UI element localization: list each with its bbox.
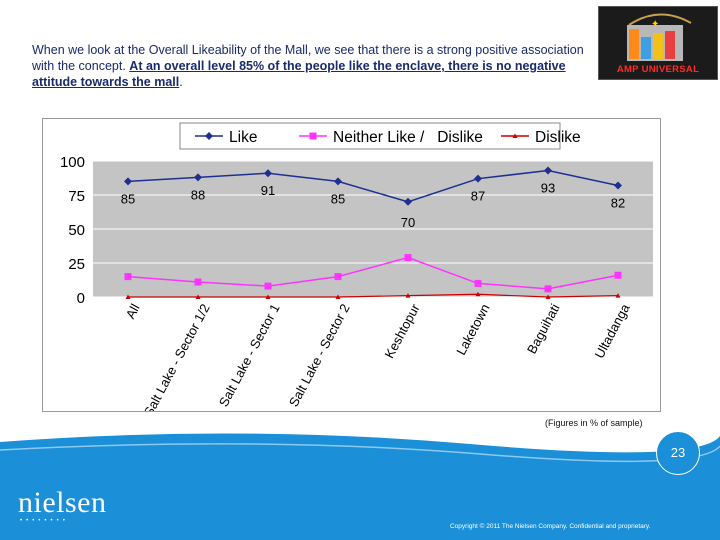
like-point [474,174,482,183]
dislike-point [125,294,131,299]
dislike-point [475,291,481,297]
neither-point [544,285,552,293]
neither-point [264,282,272,290]
dislike-point [545,294,551,299]
x-tick-label: Salt Lake - Sector 1/2 [141,301,213,411]
legend-label: Like [229,129,257,146]
y-tick-label: 100 [60,154,85,171]
chart-legend: Like Neither Like / Dislike Dislike [179,122,581,150]
legend-marker [512,133,518,138]
neither-point [404,254,412,262]
svg-text:✦: ✦ [651,19,659,30]
neither-point [194,278,202,286]
logo-text: AMP UNIVERSAL [616,64,700,75]
y-tick-label: 25 [68,256,85,273]
neither-point [474,279,482,287]
data-label: 88 [191,187,205,202]
x-tick-label: Laketown [453,301,492,357]
x-tick-label: Baguihati [524,301,563,356]
nielsen-logo: nielsen [18,486,107,519]
dislike-point [195,294,201,299]
data-label: 85 [331,191,345,206]
data-label: 85 [121,191,135,206]
dislike-series-line [128,293,619,298]
neither-point [614,271,622,279]
dislike-point [615,293,621,298]
copyright-text: Copyright © 2011 The Nielsen Company. Co… [450,523,651,530]
y-tick-label: 50 [68,222,85,239]
intro-text: When we look at the Overall Likeability … [32,43,584,73]
x-tick-label: All [123,301,143,321]
dislike-point [405,293,411,298]
like-point [264,169,272,178]
chart-series: 85 88 91 85 70 87 93 82 [121,166,625,299]
chart-canvas: Like Neither Like / Dislike Dislike 100 75 5… [60,122,653,419]
x-tick-label: Salt Lake - Sector 1 [216,301,283,409]
data-label: 70 [401,215,415,230]
like-point [404,197,412,206]
data-label: 82 [611,195,625,210]
like-point [194,173,202,182]
neither-series-line [127,256,619,290]
neither-point [334,273,342,281]
dislike-point [265,294,271,299]
like-point [614,181,622,190]
neither-point [124,273,132,281]
like-point [124,177,132,186]
page-number: 23 [656,431,700,475]
legend-marker [309,132,317,140]
footnote: (Figures in % of sample) [545,418,643,428]
intro-emphasis: At an overall level 85% of the people li… [32,59,566,89]
like-series-line [127,169,619,203]
y-axis-ticks: 100 75 50 25 0 [60,154,85,307]
amp-universal-logo: ✦ AMP UNIVERSAL [598,6,718,80]
y-tick-label: 0 [77,290,85,307]
y-tick-label: 75 [68,188,85,205]
nielsen-logo-dots: •••••••• [20,518,69,524]
legend-marker [205,132,213,140]
x-tick-label: Salt Lake - Sector 2 [286,301,353,409]
data-label: 91 [261,183,275,198]
intro-end: . [179,75,183,89]
data-label: 87 [471,189,485,204]
like-point [334,177,342,186]
legend-label: Dislike [535,129,581,146]
data-label: 93 [541,181,555,196]
likeability-chart: Like Neither Like / Dislike Dislike 100 75 5… [42,118,661,419]
x-tick-label: Keshtopur [382,301,423,361]
intro-paragraph: When we look at the Overall Likeability … [32,42,592,90]
dislike-point [335,294,341,299]
x-tick-label: Ultadanga [592,301,633,361]
legend-label: Neither Like / Dislike [333,129,483,146]
legend-box [179,122,561,150]
building-logo-icon: ✦ [627,13,692,61]
like-point [544,166,552,175]
